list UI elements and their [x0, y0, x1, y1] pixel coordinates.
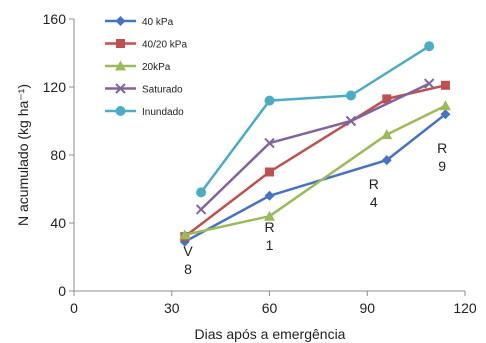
- x-tick-label: 0: [70, 300, 78, 316]
- data-point: [425, 79, 434, 88]
- series-20kpa: [179, 100, 451, 239]
- legend-marker: [116, 16, 126, 26]
- stage-annotation-text: R: [437, 140, 447, 156]
- x-axis-label: Dias após a emergência: [195, 326, 346, 342]
- x-tick-label: 30: [164, 300, 180, 316]
- data-point: [265, 96, 275, 106]
- stage-annotation-text: R: [264, 219, 274, 235]
- y-tick-label: 160: [43, 11, 67, 27]
- legend-label: 20kPa: [142, 62, 171, 73]
- legend-item-saturado: Saturado: [105, 84, 183, 96]
- data-point: [441, 81, 450, 90]
- stage-annotation-text: 8: [184, 261, 192, 277]
- stage-annotation-text: R: [369, 176, 379, 192]
- x-tick-label: 90: [359, 300, 375, 316]
- data-point: [197, 205, 206, 214]
- stage-annotation-text: 1: [266, 237, 274, 253]
- legend-item-40-20-kpa: 40/20 kPa: [105, 39, 187, 51]
- y-tick-label: 0: [58, 283, 66, 299]
- y-axis-label: N acumulado (kg ha⁻¹): [15, 84, 31, 226]
- legend-item-40-kpa: 40 kPa: [105, 16, 174, 28]
- data-point: [196, 187, 206, 197]
- legend-marker: [116, 39, 125, 48]
- y-tick-label: 80: [50, 147, 66, 163]
- series-layer: [179, 41, 451, 247]
- legend-label: 40 kPa: [142, 17, 174, 28]
- series-line: [185, 114, 446, 242]
- data-point: [265, 168, 274, 177]
- data-point: [265, 191, 275, 201]
- legend: 40 kPa 40/20 kPa 20kPa Saturado Inundado: [105, 16, 187, 118]
- legend-label: Saturado: [142, 85, 183, 96]
- y-axis-ticks: 0 40 80 120 160: [43, 11, 74, 299]
- data-point: [424, 41, 434, 51]
- legend-label: Inundado: [142, 107, 184, 118]
- y-tick-label: 120: [43, 79, 67, 95]
- series-40-20-kpa: [180, 81, 450, 241]
- x-tick-label: 60: [262, 300, 278, 316]
- y-tick-label: 40: [50, 215, 66, 231]
- data-point: [440, 100, 451, 110]
- stage-annotation-text: 4: [370, 194, 378, 210]
- legend-label: 40/20 kPa: [142, 40, 187, 51]
- x-axis-ticks: 0 30 60 90 120: [70, 291, 477, 316]
- plot-area: 0 40 80 120 160 0 30 60 90 120 V 8 R 1 R 4 R 9: [43, 11, 477, 316]
- stage-annotation-text: V: [183, 243, 193, 259]
- stage-annotation-text: 9: [438, 158, 446, 174]
- legend-item-inundado: Inundado: [105, 106, 184, 118]
- series-inundado: [196, 41, 434, 197]
- legend-marker: [116, 106, 126, 116]
- x-tick-label: 120: [453, 300, 477, 316]
- series-saturado: [197, 79, 434, 214]
- legend-item-20kpa: 20kPa: [105, 61, 171, 74]
- series-line: [185, 106, 446, 235]
- data-point: [381, 129, 392, 139]
- series-line: [201, 46, 429, 192]
- data-point: [346, 91, 356, 101]
